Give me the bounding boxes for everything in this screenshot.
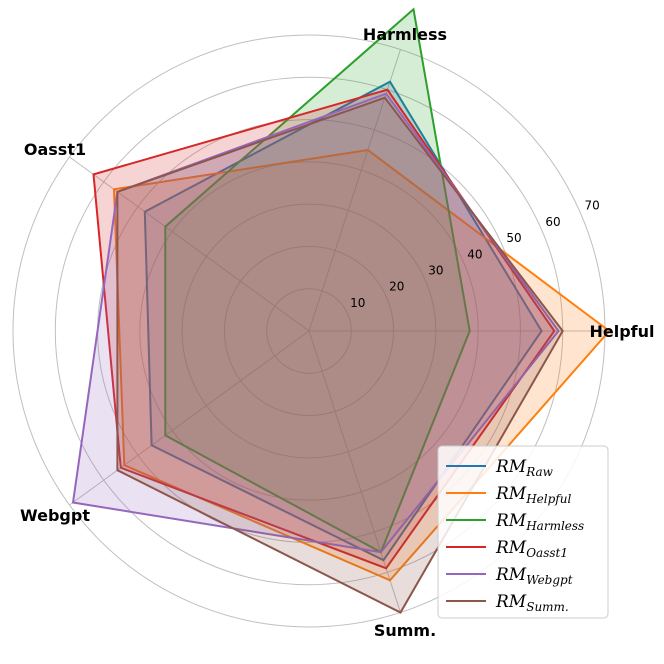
tick-label-50: 50 — [506, 231, 521, 245]
legend-label-helpful: RMHelpful — [495, 484, 571, 506]
series-polygon-helpful — [112, 148, 611, 582]
axis-label-webgpt: Webgpt — [20, 506, 90, 525]
tick-label-40: 40 — [467, 247, 482, 261]
axis-label-summ: Summ. — [374, 621, 436, 640]
axis-labels: Helpful Harmless Oasst1 Webgpt Summ. — [20, 25, 654, 640]
spoke-oasst1 — [69, 156, 310, 332]
axis-label-oasst1: Oasst1 — [24, 140, 86, 159]
radial-tick-labels: 10 20 30 40 50 60 70 — [350, 199, 600, 310]
legend-items: RMRaw RMHelpful RMHarmless RMOasst1 RMWebgpt… — [446, 457, 584, 614]
spoke-summ — [308, 330, 401, 613]
legend-label-webgpt: RMWebgpt — [495, 565, 573, 587]
series-polygon-raw — [143, 80, 543, 562]
spoke-harmless — [308, 49, 401, 332]
legend-label-summ: RMSumm. — [495, 592, 569, 614]
legend-label-oasst1: RMOasst1 — [495, 538, 568, 560]
axis-spokes — [69, 49, 605, 613]
tick-label-10: 10 — [350, 296, 365, 310]
spoke-webgpt — [69, 330, 310, 506]
series-polygon-webgpt — [71, 92, 560, 554]
tick-label-70: 70 — [584, 199, 599, 213]
tick-label-60: 60 — [545, 215, 560, 229]
tick-label-20: 20 — [389, 280, 404, 294]
series-polygon-harmless — [164, 7, 471, 554]
legend-label-raw: RMRaw — [495, 457, 554, 479]
legend: RMRaw RMHelpful RMHarmless RMOasst1 RMWebgpt… — [437, 445, 609, 619]
tick-label-30: 30 — [428, 263, 443, 277]
axis-label-harmless: Harmless — [363, 25, 447, 44]
legend-label-harmless: RMHarmless — [495, 511, 584, 533]
axis-label-helpful: Helpful — [589, 322, 654, 341]
